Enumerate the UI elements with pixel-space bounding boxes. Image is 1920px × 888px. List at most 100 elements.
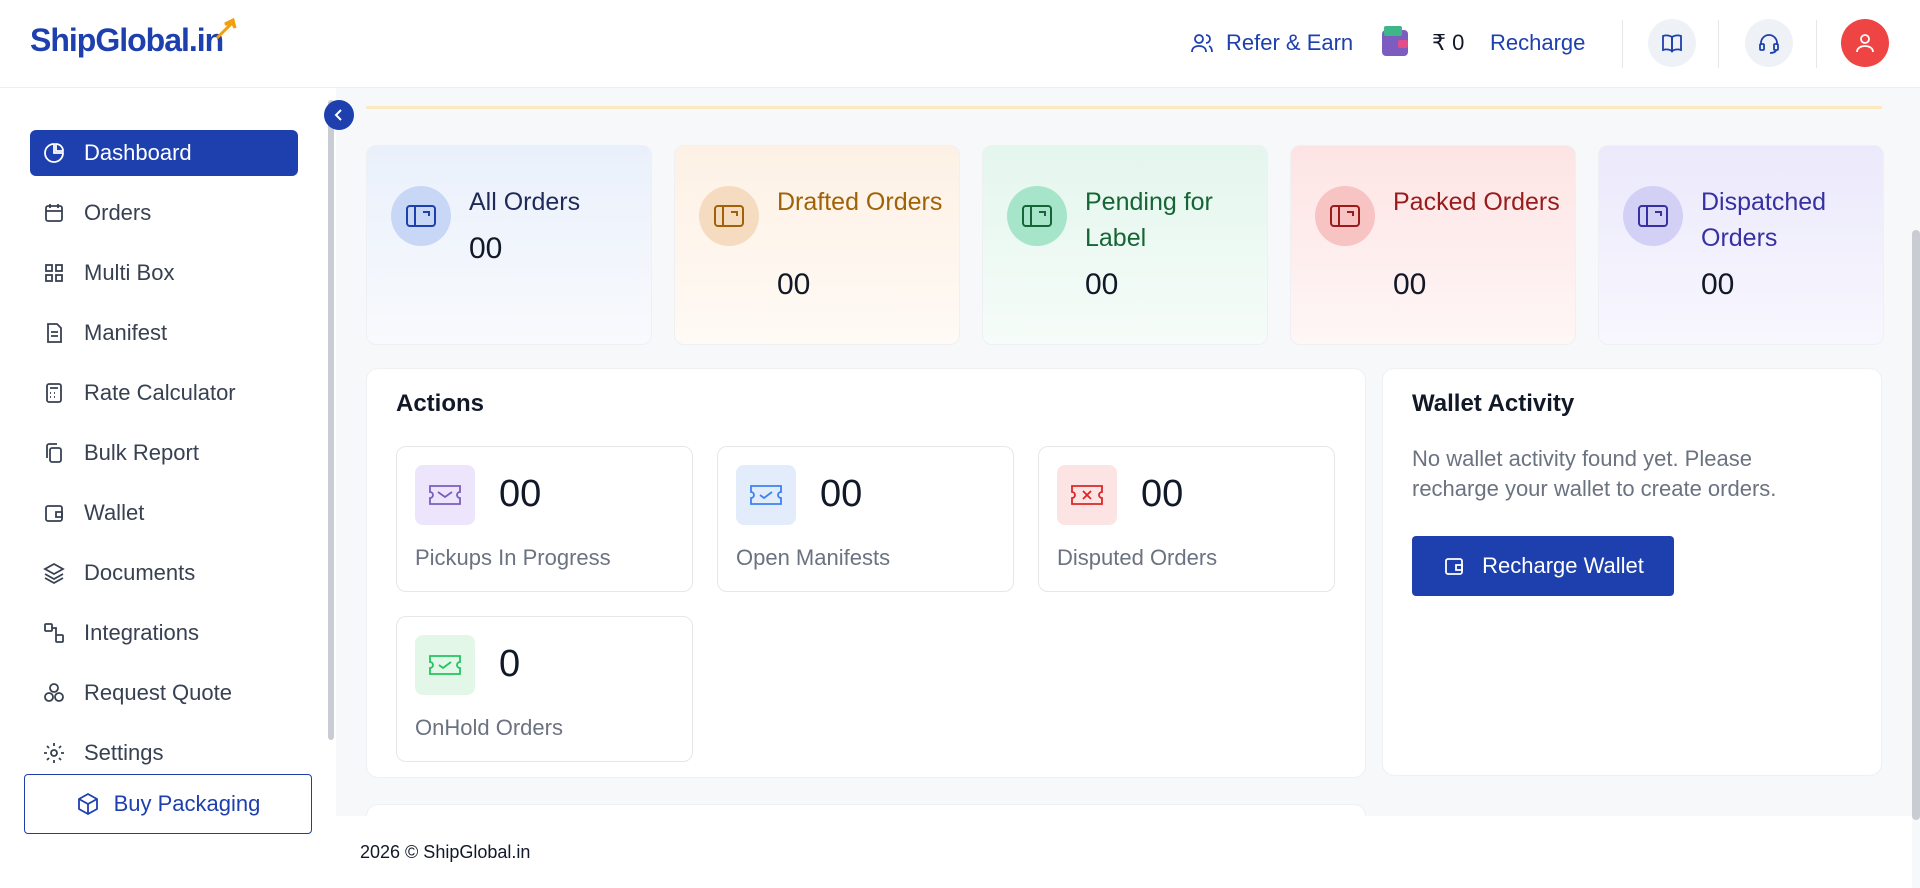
stat-label: Dispatched Orders: [1701, 188, 1827, 252]
calculator-icon: [46, 383, 62, 403]
stat-label: All Orders: [469, 188, 581, 216]
action-label: OnHold Orders: [415, 715, 563, 740]
calendar-icon: [45, 204, 63, 222]
orders-card-icon: [391, 186, 451, 246]
grid-icon: [45, 264, 63, 282]
copy-icon: [46, 443, 62, 463]
users-icon: [1191, 34, 1213, 53]
layers-icon: [43, 562, 65, 585]
stat-value: 00: [1701, 268, 1735, 301]
sidebar-item-documents[interactable]: Documents: [30, 550, 298, 596]
sidebar-item-label: Request Quote: [84, 680, 232, 705]
support-button[interactable]: [1745, 19, 1793, 67]
actions-title: Actions: [396, 390, 485, 417]
wallet-activity-title: Wallet Activity: [1412, 390, 1575, 417]
sidebar-item-label: Dashboard: [84, 140, 192, 165]
top-header: ShipGlobal.in Refer & Earn ₹ 0 Recharge: [0, 0, 1920, 88]
sidebar-item-wallet[interactable]: Wallet: [30, 490, 298, 536]
wallet-activity-message: No wallet activity found yet. Please rec…: [1412, 446, 1777, 501]
user-avatar[interactable]: [1841, 19, 1889, 67]
sidebar-item-label: Settings: [84, 740, 164, 765]
sidebar-item-settings[interactable]: Settings: [30, 730, 298, 776]
refer-earn-link[interactable]: Refer & Earn: [1190, 26, 1353, 60]
sidebar-item-dashboard[interactable]: Dashboard: [30, 130, 298, 176]
sidebar-item-rate-calculator[interactable]: Rate Calculator: [30, 370, 298, 416]
sidebar-item-label: Wallet: [84, 500, 145, 525]
action-label: Disputed Orders: [1057, 545, 1218, 570]
integration-icon: [44, 623, 64, 643]
stat-value: 00: [777, 268, 811, 301]
action-card-onhold[interactable]: 0 OnHold Orders: [396, 616, 693, 762]
main-scrollbar[interactable]: [1912, 230, 1920, 820]
logo-arrow-icon: [216, 18, 237, 40]
action-label: Open Manifests: [736, 545, 891, 570]
stat-card-dispatched-orders[interactable]: Dispatched Orders 00: [1598, 145, 1884, 345]
stat-value: 00: [1393, 268, 1427, 301]
gear-icon: [44, 743, 64, 763]
buy-packaging-label: Buy Packaging: [113, 791, 261, 816]
stat-label: Pending for Label: [1085, 188, 1213, 252]
recharge-link[interactable]: Recharge: [1490, 30, 1586, 55]
sidebar-item-label: Integrations: [84, 620, 199, 645]
sidebar-item-manifest[interactable]: Manifest: [30, 310, 298, 356]
ticket-x-icon: [1057, 465, 1117, 525]
stat-value: 00: [1085, 268, 1119, 301]
book-icon: [1662, 34, 1682, 53]
refer-earn-label: Refer & Earn: [1226, 30, 1354, 55]
wallet-icon: [45, 505, 63, 522]
collapse-sidebar-button[interactable]: [324, 100, 354, 130]
sidebar: Dashboard Orders Multi Box Manifest Rate…: [0, 88, 336, 888]
sidebar-item-bulk-report[interactable]: Bulk Report: [30, 430, 298, 476]
stat-card-pending-label[interactable]: Pending for Label 00: [982, 145, 1268, 345]
stat-card-all-orders[interactable]: All Orders 00: [366, 145, 652, 345]
sidebar-item-label: Documents: [84, 560, 196, 585]
stat-label: Drafted Orders: [777, 188, 943, 216]
top-progress-line: [366, 106, 1882, 109]
recharge-wallet-button[interactable]: Recharge Wallet: [1412, 536, 1674, 596]
footer: 2026 © ShipGlobal.in: [336, 816, 1912, 888]
chevron-left-icon: [334, 109, 342, 121]
action-value: 00: [1141, 473, 1184, 515]
stat-label: Packed Orders: [1393, 188, 1560, 216]
sidebar-item-label: Multi Box: [84, 260, 175, 285]
user-icon: [1856, 34, 1874, 53]
ticket-icon: [415, 465, 475, 525]
pending-card-icon: [1007, 186, 1067, 246]
sidebar-item-multi-box[interactable]: Multi Box: [30, 250, 298, 296]
header-divider: [1622, 20, 1623, 68]
package-icon: [77, 792, 98, 816]
action-label: Pickups In Progress: [415, 545, 611, 570]
shipglobal-logo[interactable]: ShipGlobal.in: [30, 18, 237, 59]
ticket-icon: [736, 465, 796, 525]
sidebar-item-request-quote[interactable]: Request Quote: [30, 670, 298, 716]
guide-button[interactable]: [1648, 19, 1696, 67]
action-card-disputed[interactable]: 00 Disputed Orders: [1038, 446, 1335, 592]
stat-value: 00: [469, 232, 503, 265]
buy-packaging-button[interactable]: Buy Packaging: [24, 774, 312, 834]
logo-text: ShipGlobal.in: [30, 22, 224, 58]
recharge-wallet-label: Recharge Wallet: [1482, 553, 1644, 578]
action-card-pickups[interactable]: 00 Pickups In Progress: [396, 446, 693, 592]
sidebar-item-label: Manifest: [84, 320, 168, 345]
sidebar-item-orders[interactable]: Orders: [30, 190, 298, 236]
sidebar-item-integrations[interactable]: Integrations: [30, 610, 298, 656]
headset-icon: [1759, 34, 1779, 54]
header-divider: [1718, 20, 1719, 68]
sidebar-scrollbar[interactable]: [328, 100, 334, 740]
boxes-icon: [44, 683, 64, 702]
stat-card-packed-orders[interactable]: Packed Orders 00: [1290, 145, 1576, 345]
action-card-manifests[interactable]: 00 Open Manifests: [717, 446, 1014, 592]
action-value: 00: [820, 473, 863, 515]
action-value: 00: [499, 473, 542, 515]
sidebar-item-label: Bulk Report: [84, 440, 199, 465]
dispatched-card-icon: [1623, 186, 1683, 246]
wallet-balance: ₹ 0: [1432, 30, 1465, 55]
drafted-card-icon: [699, 186, 759, 246]
packed-card-icon: [1315, 186, 1375, 246]
sidebar-item-label: Orders: [84, 200, 152, 225]
wallet-icon: [1445, 558, 1463, 575]
footer-copyright: 2026 © ShipGlobal.in: [360, 842, 531, 862]
sidebar-item-label: Rate Calculator: [84, 380, 236, 405]
header-divider: [1816, 20, 1817, 68]
stat-card-drafted-orders[interactable]: Drafted Orders 00: [674, 145, 960, 345]
